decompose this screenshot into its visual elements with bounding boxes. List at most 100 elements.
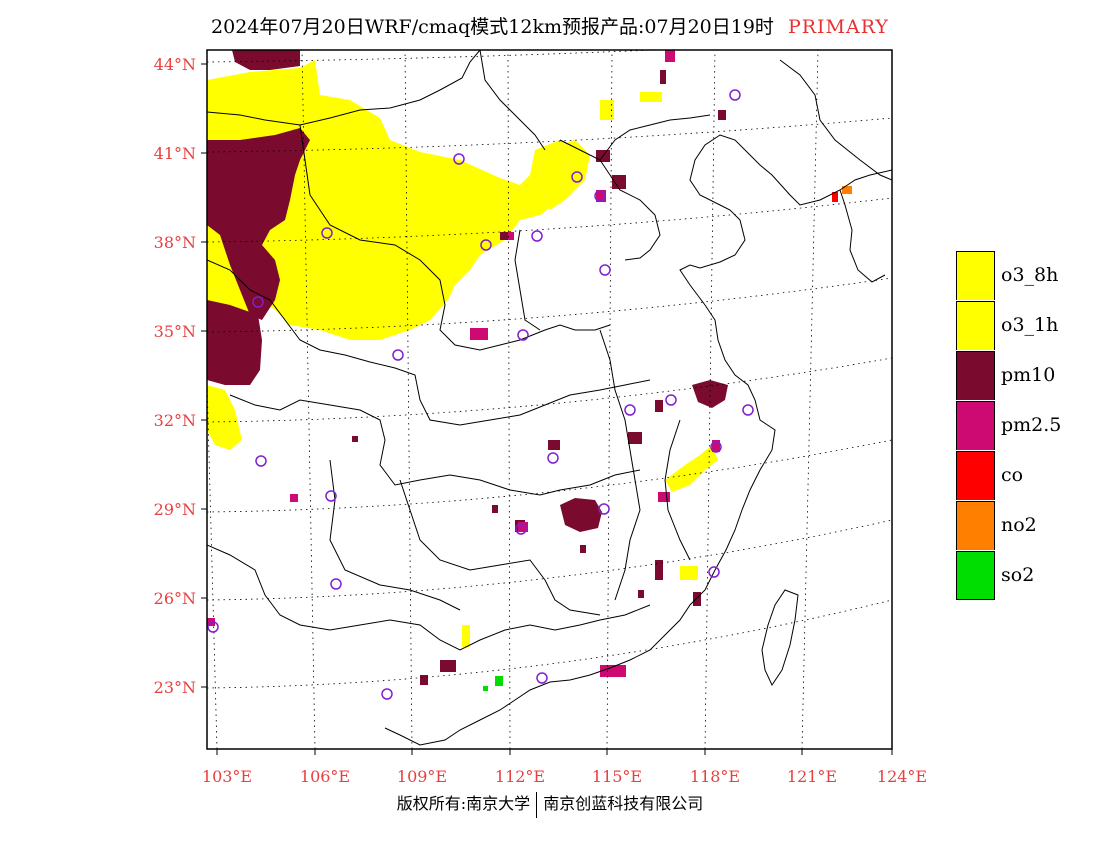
- korea-coast: [839, 189, 886, 283]
- legend-swatch: [956, 350, 995, 400]
- longitude-labels: 103°E 106°E 109°E 112°E 115°E 118°E 121°…: [202, 767, 927, 786]
- pollutant-legend: o3_8h o3_1h pm10 pm2.5 co no2 so2: [956, 250, 1061, 600]
- map-frame: [206, 49, 893, 750]
- station-marker: [515, 523, 527, 535]
- lon-label-121: 121°E: [787, 767, 837, 786]
- pm10-patch-i: [612, 175, 626, 189]
- pm10-region-west: [207, 300, 262, 385]
- taiwan-island: [761, 589, 799, 687]
- station-marker: [742, 404, 754, 416]
- province-10: [479, 50, 546, 151]
- pm10-region-top: [232, 50, 300, 70]
- legend-swatch: [956, 250, 995, 300]
- legend-label: o3_8h: [1001, 264, 1059, 286]
- lat-label-26: 26°N: [154, 589, 196, 608]
- graticule: [207, 50, 892, 749]
- station-marker: [571, 171, 583, 183]
- legend-item-o3-1h: o3_1h: [956, 300, 1061, 350]
- korea-border: [779, 59, 892, 181]
- legend-swatch: [956, 400, 995, 450]
- meridian-115: [606, 50, 613, 749]
- no2-patch: [842, 186, 852, 194]
- pm10-region-northwest: [207, 128, 310, 320]
- pollution-field-layer: [207, 50, 852, 691]
- legend-item-pm10: pm10: [956, 350, 1061, 400]
- copyright-divider: [536, 791, 538, 818]
- pm10-patch-l: [580, 545, 586, 553]
- legend-item-co: co: [956, 450, 1061, 500]
- station-markers: [207, 89, 754, 700]
- co-patch: [832, 192, 838, 202]
- lon-label-118: 118°E: [690, 767, 740, 786]
- station-marker: [665, 394, 677, 406]
- pm10-region-hunan: [560, 498, 602, 532]
- o3-patch-fujian: [680, 566, 698, 580]
- station-marker: [710, 441, 722, 453]
- lat-label-32: 32°N: [154, 411, 196, 430]
- station-marker: [547, 452, 559, 464]
- pm10-patch-e: [655, 400, 663, 412]
- meridian-112: [507, 50, 511, 749]
- pm10-patch-m: [420, 675, 428, 685]
- legend-label: no2: [1001, 514, 1037, 536]
- pm25-patch-b: [600, 665, 626, 677]
- legend-item-no2: no2: [956, 500, 1061, 550]
- station-marker: [480, 239, 492, 251]
- legend-swatch: [956, 550, 995, 600]
- lon-label-112: 112°E: [495, 767, 545, 786]
- legend-item-pm25: pm2.5: [956, 400, 1061, 450]
- province-5: [399, 479, 601, 616]
- lon-label-109: 109°E: [397, 767, 447, 786]
- pm25-patch-j: [508, 232, 514, 240]
- coast-bohai: [559, 139, 661, 261]
- lon-label-103: 103°E: [202, 767, 252, 786]
- legend-swatch: [956, 450, 995, 500]
- title-primary-tag: PRIMARY: [787, 16, 889, 38]
- pm10-patch-c: [628, 432, 642, 444]
- lat-label-41: 41°N: [154, 144, 196, 163]
- title-text: 2024年07月20日WRF/cmaq模式12km预报产品:07月20日19时: [211, 16, 774, 38]
- province-8: [664, 419, 691, 561]
- lon-label-124: 124°E: [877, 767, 927, 786]
- pm10-patch-d: [440, 660, 456, 672]
- pm10-patch-q: [638, 590, 644, 598]
- meridian-109: [404, 50, 413, 749]
- pm10-patch-o: [718, 110, 726, 120]
- lon-label-106: 106°E: [300, 767, 350, 786]
- tick-marks: [201, 63, 893, 755]
- pm10-patch-f: [655, 560, 663, 580]
- province-9: [329, 459, 461, 611]
- pm10-patch-g: [693, 592, 701, 606]
- station-marker: [598, 503, 610, 515]
- map-title: 2024年07月20日WRF/cmaq模式12km预报产品:07月20日19时 P…: [0, 12, 1100, 39]
- pm25-patch-g: [712, 440, 720, 452]
- o3-region-east-patch: [540, 140, 590, 210]
- province-11: [599, 114, 711, 161]
- station-marker: [517, 329, 529, 341]
- province-2: [207, 259, 651, 426]
- lat-label-38: 38°N: [154, 233, 196, 252]
- pm25-patch-h: [290, 494, 298, 502]
- station-marker: [594, 190, 606, 202]
- station-marker: [255, 455, 267, 467]
- o3-patch-ne2: [640, 92, 662, 102]
- station-marker: [599, 264, 611, 276]
- pm10-patch-j: [500, 232, 508, 240]
- pm25-patch-e: [596, 190, 606, 202]
- station-marker: [531, 230, 543, 242]
- parallel-35: [207, 277, 892, 333]
- legend-label: pm10: [1001, 364, 1056, 386]
- pm10-patch-b: [548, 440, 560, 450]
- province-3: [229, 394, 641, 496]
- legend-swatch: [956, 300, 995, 350]
- copyright-left: 版权所有:南京大学: [396, 794, 531, 813]
- parallel-32: [207, 357, 892, 423]
- so2-patch-b: [483, 686, 488, 691]
- station-marker: [330, 578, 342, 590]
- latitude-labels: 44°N 41°N 38°N 35°N 32°N 29°N 26°N 23°N: [154, 55, 196, 697]
- north-border: [207, 50, 481, 126]
- parallel-41: [207, 117, 892, 153]
- pm25-patch-c: [518, 522, 528, 532]
- legend-label: pm2.5: [1001, 414, 1062, 436]
- station-marker: [729, 89, 741, 101]
